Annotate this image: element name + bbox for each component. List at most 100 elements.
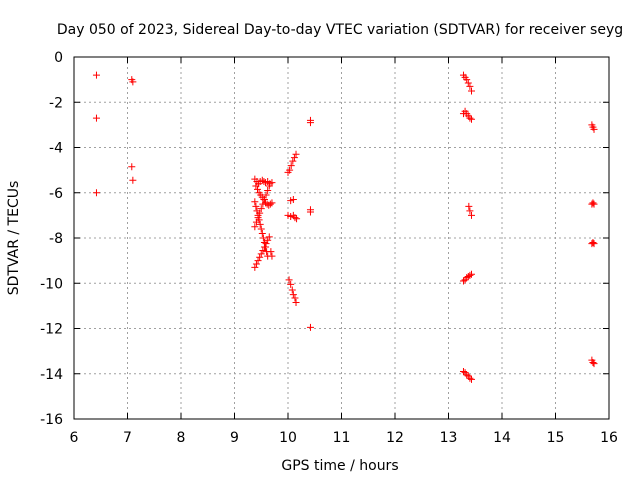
data-point	[128, 163, 136, 171]
data-point	[259, 246, 267, 254]
grid	[74, 57, 609, 419]
x-tick-label: 9	[230, 430, 239, 446]
data-point	[129, 78, 137, 86]
data-point	[254, 214, 262, 222]
data-point	[289, 157, 297, 165]
data-point	[464, 79, 472, 87]
data-point	[289, 196, 297, 204]
y-tick-label: -6	[49, 186, 63, 202]
data-point	[590, 125, 598, 133]
y-tick-label: 0	[54, 50, 63, 66]
x-tick-label: 12	[386, 430, 404, 446]
data-point	[468, 87, 476, 95]
x-tick-labels: 6 7 8 9 10 11 12 13 14 15 16	[70, 430, 618, 446]
data-point	[468, 270, 476, 278]
data-point	[265, 233, 273, 241]
data-point	[265, 182, 273, 190]
data-point	[256, 209, 264, 217]
y-tick-label: -2	[49, 95, 63, 111]
y-tick-label: -10	[40, 276, 63, 292]
data-point	[589, 239, 597, 247]
data-point	[129, 176, 137, 184]
data-point	[466, 207, 474, 215]
data-point	[466, 374, 474, 382]
data-point	[260, 196, 268, 204]
data-point	[287, 280, 295, 288]
data-point	[260, 243, 268, 251]
data-point	[306, 323, 314, 331]
plot-frame	[73, 56, 610, 420]
data-points	[92, 71, 598, 383]
data-point	[468, 115, 476, 123]
data-point	[257, 205, 265, 213]
data-point	[92, 114, 100, 122]
data-point	[259, 200, 267, 208]
data-point	[466, 271, 474, 279]
data-point	[293, 215, 301, 223]
data-point	[465, 202, 473, 210]
data-point	[257, 250, 265, 258]
y-tick-labels: 0 -2 -4 -6 -8 -10 -12 -14 -16	[40, 50, 63, 428]
y-tick-label: -4	[49, 141, 63, 157]
data-point	[252, 218, 260, 226]
data-point	[466, 114, 474, 122]
data-point	[252, 260, 260, 268]
data-point	[459, 277, 467, 285]
data-point	[463, 371, 471, 379]
data-point	[466, 82, 474, 90]
y-tick-label: -14	[40, 367, 63, 383]
data-point	[468, 375, 476, 383]
data-point	[290, 154, 298, 162]
x-tick-label: 10	[279, 430, 297, 446]
chart-title: Day 050 of 2023, Sidereal Day-to-day VTE…	[57, 22, 623, 38]
data-point	[254, 257, 262, 265]
data-point	[251, 223, 259, 231]
data-point	[259, 234, 267, 242]
data-point	[256, 220, 264, 228]
x-tick-label: 11	[333, 430, 351, 446]
data-point	[292, 298, 300, 306]
x-tick-label: 8	[177, 430, 186, 446]
data-point	[589, 358, 597, 366]
data-point	[264, 186, 272, 194]
data-point	[589, 199, 597, 207]
data-point	[291, 214, 299, 222]
data-point	[267, 248, 275, 256]
data-point	[285, 276, 293, 284]
data-point	[92, 71, 100, 79]
data-point	[266, 200, 274, 208]
x-tick-label: 6	[70, 430, 79, 446]
data-point	[289, 291, 297, 299]
y-tick-label: -12	[40, 322, 63, 338]
data-point	[262, 240, 270, 248]
data-point	[252, 202, 260, 210]
x-axis-label: GPS time / hours	[281, 458, 398, 474]
y-tick-label: -8	[49, 231, 63, 247]
data-point	[292, 150, 300, 158]
x-tick-label: 15	[547, 430, 565, 446]
data-point	[590, 240, 598, 248]
data-point	[257, 225, 265, 233]
data-point	[251, 263, 259, 271]
x-tick-label: 13	[440, 430, 458, 446]
x-tick-label: 16	[600, 430, 618, 446]
y-tick-label: -16	[40, 412, 63, 428]
data-point	[590, 360, 598, 368]
data-point	[590, 200, 598, 208]
x-tick-label: 14	[493, 430, 511, 446]
data-point	[262, 191, 270, 199]
data-point	[468, 211, 476, 219]
x-tick-label: 7	[123, 430, 132, 446]
data-point	[463, 76, 471, 84]
data-point	[291, 294, 299, 302]
data-point	[256, 253, 264, 261]
data-point	[258, 229, 266, 237]
data-point	[92, 189, 100, 197]
data-point	[306, 208, 314, 216]
data-point	[288, 286, 296, 294]
data-point	[254, 185, 262, 193]
data-point	[459, 367, 467, 375]
data-point	[286, 166, 294, 174]
